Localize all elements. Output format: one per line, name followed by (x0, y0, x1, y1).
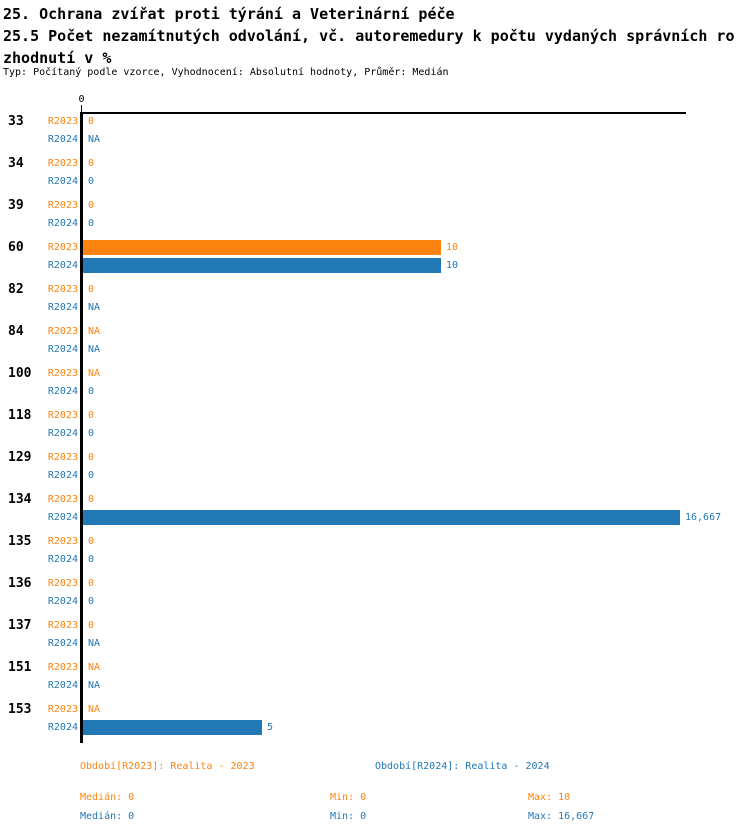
chart-subtitle-line2: zhodnutí v % (3, 49, 112, 67)
legend-max-r2023: Max: 10 (528, 792, 571, 803)
series-label-r2024: R2024 (47, 596, 78, 607)
category-label: 100 (8, 366, 32, 381)
series-label-r2023: R2023 (47, 368, 78, 379)
series-label-r2023: R2023 (47, 116, 78, 127)
bar-r2023-60 (83, 240, 441, 255)
legend-max-r2024: Max: 16,667 (528, 811, 595, 822)
category-label: 34 (8, 156, 24, 171)
value-label-r2023-33: 0 (88, 116, 95, 127)
value-label-r2023-135: 0 (88, 536, 95, 547)
series-label-r2024: R2024 (47, 428, 78, 439)
series-label-r2024: R2024 (47, 218, 78, 229)
category-label: 137 (8, 618, 32, 633)
chart-meta-info: Typ: Počítaný podle vzorce, Vyhodnocení:… (3, 67, 449, 78)
value-label-r2024-151: NA (88, 680, 101, 691)
series-label-r2024: R2024 (47, 512, 78, 523)
legend-period-r2023: Období[R2023]: Realita - 2023 (80, 761, 255, 772)
bar-r2024-153 (83, 720, 262, 735)
series-label-r2023: R2023 (47, 326, 78, 337)
category-label: 39 (8, 198, 24, 213)
category-label: 33 (8, 114, 24, 129)
category-label: 84 (8, 324, 24, 339)
value-label-r2023-100: NA (88, 368, 101, 379)
value-label-r2024-137: NA (88, 638, 101, 649)
series-label-r2023: R2023 (47, 284, 78, 295)
value-label-r2023-151: NA (88, 662, 101, 673)
category-label: 136 (8, 576, 32, 591)
legend-min-r2024: Min: 0 (330, 811, 367, 822)
series-label-r2024: R2024 (47, 680, 78, 691)
value-label-r2023-82: 0 (88, 284, 95, 295)
series-label-r2023: R2023 (47, 578, 78, 589)
bar-r2024-134 (83, 510, 680, 525)
series-label-r2023: R2023 (47, 494, 78, 505)
bar-r2024-60 (83, 258, 441, 273)
series-label-r2023: R2023 (47, 158, 78, 169)
value-label-r2023-34: 0 (88, 158, 95, 169)
value-label-r2024-135: 0 (88, 554, 95, 565)
series-label-r2023: R2023 (47, 410, 78, 421)
value-label-r2024-118: 0 (88, 428, 95, 439)
value-label-r2024-39: 0 (88, 218, 95, 229)
series-label-r2024: R2024 (47, 386, 78, 397)
series-label-r2024: R2024 (47, 134, 78, 145)
series-label-r2024: R2024 (47, 722, 78, 733)
value-label-r2024-84: NA (88, 344, 101, 355)
series-label-r2023: R2023 (47, 704, 78, 715)
value-label-r2023-134: 0 (88, 494, 95, 505)
category-label: 82 (8, 282, 24, 297)
value-label-r2024-60: 10 (446, 260, 459, 271)
series-label-r2024: R2024 (47, 344, 78, 355)
page-title: 25. Ochrana zvířat proti týrání a Veteri… (3, 5, 455, 23)
x-axis-tick-label: 0 (78, 94, 85, 105)
legend-period-r2024: Období[R2024]: Realita - 2024 (375, 761, 550, 772)
series-label-r2024: R2024 (47, 302, 78, 313)
category-label: 129 (8, 450, 32, 465)
series-label-r2024: R2024 (47, 260, 78, 271)
value-label-r2023-153: NA (88, 704, 101, 715)
series-label-r2023: R2023 (47, 620, 78, 631)
category-label: 60 (8, 240, 24, 255)
value-label-r2023-137: 0 (88, 620, 95, 631)
series-label-r2024: R2024 (47, 470, 78, 481)
value-label-r2023-118: 0 (88, 410, 95, 421)
legend-median-r2023: Medián: 0 (80, 792, 135, 803)
series-label-r2023: R2023 (47, 452, 78, 463)
value-label-r2023-136: 0 (88, 578, 95, 589)
series-label-r2023: R2023 (47, 200, 78, 211)
value-label-r2024-136: 0 (88, 596, 95, 607)
value-label-r2024-82: NA (88, 302, 101, 313)
value-label-r2024-100: 0 (88, 386, 95, 397)
value-label-r2023-84: NA (88, 326, 101, 337)
legend-min-r2023: Min: 0 (330, 792, 367, 803)
value-label-r2023-60: 10 (446, 242, 459, 253)
category-label: 134 (8, 492, 32, 507)
value-label-r2023-129: 0 (88, 452, 95, 463)
value-label-r2024-129: 0 (88, 470, 95, 481)
legend-median-r2024: Medián: 0 (80, 811, 135, 822)
series-label-r2024: R2024 (47, 176, 78, 187)
series-label-r2024: R2024 (47, 554, 78, 565)
series-label-r2023: R2023 (47, 536, 78, 547)
value-label-r2024-34: 0 (88, 176, 95, 187)
value-label-r2024-134: 16,667 (685, 512, 722, 523)
value-label-r2024-33: NA (88, 134, 101, 145)
x-axis-line (80, 112, 686, 114)
value-label-r2024-153: 5 (267, 722, 274, 733)
series-label-r2023: R2023 (47, 662, 78, 673)
category-label: 151 (8, 660, 32, 675)
y-axis-line (80, 112, 83, 743)
series-label-r2024: R2024 (47, 638, 78, 649)
x-axis-tick-mark (81, 105, 82, 113)
category-label: 118 (8, 408, 32, 423)
value-label-r2023-39: 0 (88, 200, 95, 211)
category-label: 153 (8, 702, 32, 717)
category-label: 135 (8, 534, 32, 549)
series-label-r2023: R2023 (47, 242, 78, 253)
chart-subtitle-line1: 25.5 Počet nezamítnutých odvolání, vč. a… (3, 27, 735, 45)
